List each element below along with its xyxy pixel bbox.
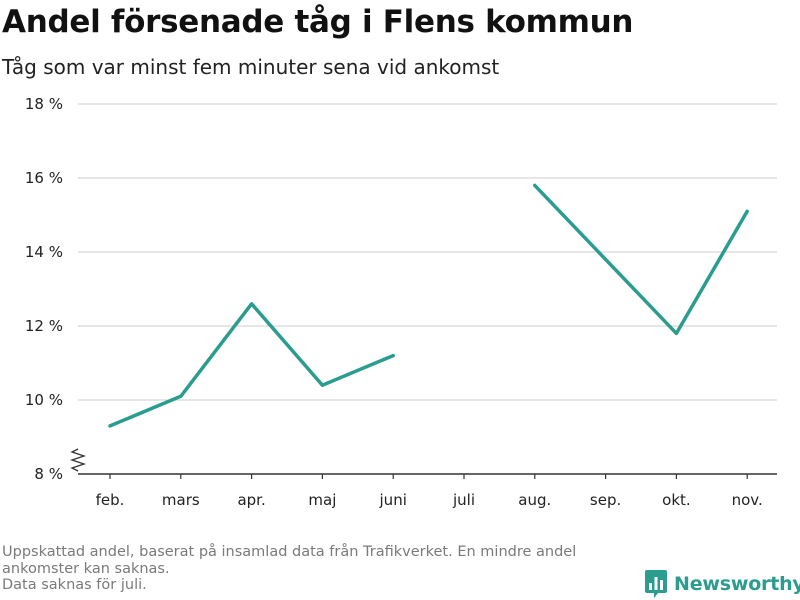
chart-subtitle: Tåg som var minst fem minuter sena vid a… [2, 55, 500, 79]
x-tick-label: sep. [590, 491, 621, 509]
brand-logo[interactable]: Newsworthy [644, 568, 800, 600]
x-tick-label: juli [452, 491, 475, 509]
x-axis [69, 448, 777, 479]
chart-title: Andel försenade tåg i Flens kommun [2, 4, 634, 40]
y-tick-label: 12 % [25, 317, 63, 335]
axis-break-mark [69, 448, 87, 472]
series-line [533, 183, 749, 336]
gridlines [78, 103, 777, 401]
x-axis-tick-labels: feb. mars apr. maj juni juli aug. sep. okt. nov. [96, 491, 763, 509]
y-tick-label: 16 % [25, 169, 63, 187]
footnote-line: Uppskattad andel, baserat på insamlad da… [2, 544, 577, 560]
footnote-line: Data saknas för juli. [2, 577, 147, 593]
series-lines [108, 183, 749, 428]
x-tick-label: apr. [237, 491, 265, 509]
y-tick-label: 14 % [25, 243, 63, 261]
footnote: Uppskattad andel, baserat på insamlad da… [2, 544, 642, 594]
x-tick-label: nov. [732, 491, 763, 509]
x-tick-label: aug. [518, 491, 551, 509]
x-tick-label: juni [379, 491, 407, 509]
x-tick-label: mars [162, 491, 200, 509]
x-tick-label: maj [308, 491, 336, 509]
y-tick-label: 8 % [34, 465, 63, 483]
brand-name: Newsworthy [674, 573, 800, 595]
footnote-line: ankomster kan saknas. [2, 560, 170, 577]
x-tick-label: feb. [96, 491, 125, 509]
y-tick-label: 10 % [25, 391, 63, 409]
line-chart: 8 % 10 % 12 % 14 % 16 % 18 % feb. mars apr. maj j… [25, 95, 777, 509]
bar-chart-logo-icon [645, 570, 667, 598]
y-axis-tick-labels: 8 % 10 % 12 % 14 % 16 % 18 % [25, 95, 63, 483]
series-line [108, 302, 395, 428]
x-tick-label: okt. [662, 491, 691, 509]
y-tick-label: 18 % [25, 95, 63, 113]
